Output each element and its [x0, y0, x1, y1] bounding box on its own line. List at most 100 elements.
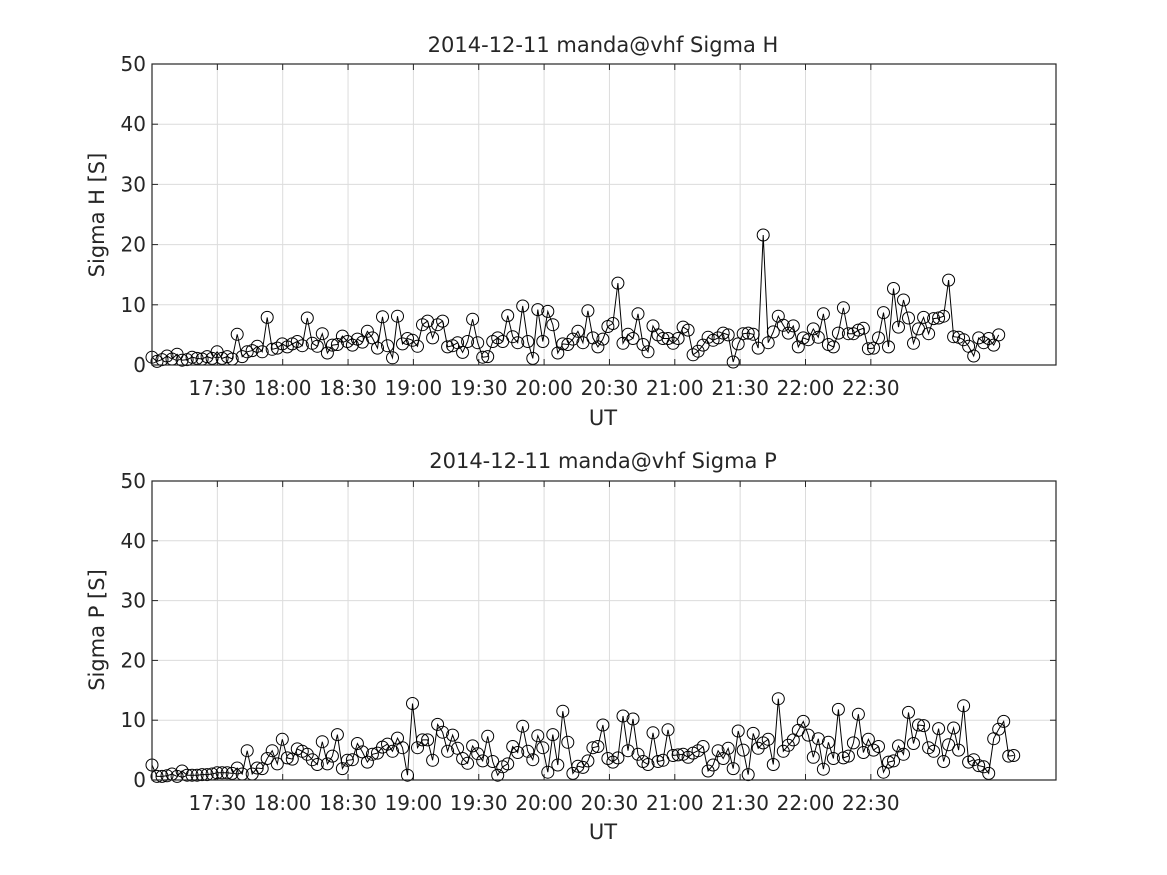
sigma-h-data-point — [877, 306, 890, 320]
sigma-p-ytick-label: 10 — [121, 708, 146, 732]
sigma-h-data-point — [245, 344, 259, 358]
sigma-p-data-point — [516, 719, 530, 733]
sigma-p-data-point — [381, 737, 394, 751]
sigma-p-data-point — [466, 739, 480, 753]
sigma-h-data-point — [932, 311, 946, 325]
sigma-p-data-point — [265, 744, 279, 758]
sigma-h-data-point — [290, 335, 304, 348]
sigma-p-data-point — [751, 741, 765, 755]
sigma-h-data-point — [315, 327, 329, 341]
sigma-p-xlabel: UT — [589, 820, 617, 844]
sigma-p-data-point — [210, 766, 224, 780]
sigma-p-data-point — [416, 733, 429, 747]
sigma-h-data-point — [381, 339, 394, 353]
sigma-h-data-point — [300, 311, 314, 325]
sigma-h-data-point — [731, 337, 745, 351]
sigma-h-data-point — [260, 310, 274, 324]
sigma-p-data-point — [641, 758, 655, 771]
sigma-p-data-point — [335, 762, 349, 776]
sigma-p-data-point — [831, 702, 845, 716]
sigma-p-xtick-label: 18:30 — [319, 791, 377, 815]
sigma-p-data-point — [305, 753, 319, 767]
sigma-h-data-point — [325, 338, 339, 352]
sigma-p-data-point — [486, 755, 500, 768]
sigma-p-data-point — [746, 726, 760, 740]
sigma-h-data-point — [746, 327, 760, 341]
sigma-p-data-point — [721, 741, 735, 755]
sigma-h-data-point — [887, 282, 900, 295]
sigma-h-data-point — [766, 325, 780, 339]
sigma-h-data-point — [230, 327, 244, 341]
sigma-h-data-point — [756, 228, 770, 242]
sigma-p-data-point — [581, 754, 595, 768]
sigma-h-ylabel: Sigma H [S] — [85, 153, 109, 278]
sigma-h-data-point — [371, 341, 384, 355]
sigma-p-data-point — [992, 722, 1006, 736]
sigma-h-data-point — [937, 309, 951, 323]
sigma-p-data-point — [841, 749, 855, 763]
sigma-h-data-point — [511, 336, 525, 350]
sigma-h-data-point — [867, 341, 880, 355]
sigma-p-data-point — [576, 760, 590, 774]
sigma-p-data-point — [616, 709, 630, 723]
sigma-p-data-point — [150, 769, 164, 783]
sigma-h-ytick-label: 50 — [121, 52, 146, 76]
sigma-h-xtick-label: 17:30 — [189, 376, 247, 400]
sigma-p-data-point — [596, 718, 610, 732]
sigma-h-data-point — [716, 326, 730, 340]
sigma-p-data-point — [626, 712, 640, 726]
sigma-p-data-point — [345, 753, 359, 767]
sigma-h-ytick-label: 0 — [133, 353, 146, 377]
sigma-p-data-point — [761, 732, 775, 746]
sigma-h-data-point — [591, 340, 605, 354]
sigma-h-data-point — [801, 333, 815, 347]
sigma-h-data-point — [175, 353, 189, 367]
sigma-p-data-point — [586, 741, 600, 755]
sigma-p-data-point — [932, 722, 946, 736]
sigma-h-data-point — [596, 332, 610, 346]
sigma-p-data-point — [280, 751, 294, 765]
sigma-p-data-point — [826, 752, 840, 765]
sigma-p-data-point — [401, 768, 414, 782]
sigma-p-data-point — [501, 757, 515, 771]
sigma-p-data-point — [185, 768, 199, 782]
sigma-h-data-point — [977, 336, 991, 350]
sigma-h-data-point — [831, 326, 845, 340]
sigma-h-data-point — [811, 330, 825, 344]
sigma-h-xtick-label: 18:30 — [319, 376, 377, 400]
sigma-h-data-point — [611, 276, 625, 290]
sigma-p-xtick-label: 19:30 — [450, 791, 508, 815]
sigma-h-data-point — [987, 338, 1001, 352]
sigma-p-data-point — [907, 737, 920, 750]
sigma-p-xtick-label: 20:30 — [581, 791, 639, 815]
sigma-h-data-point — [150, 354, 164, 368]
sigma-p-xtick-label: 21:30 — [711, 791, 769, 815]
sigma-h-data-point — [872, 331, 885, 345]
sigma-p-data-point — [1007, 749, 1021, 762]
sigma-h-data-point — [982, 332, 996, 345]
sigma-h-data-point — [421, 314, 435, 328]
sigma-p-ytick-label: 50 — [121, 469, 146, 493]
sigma-h-data-point — [456, 345, 470, 359]
sigma-h-data-point — [521, 335, 535, 348]
sigma-p-title: 2014-12-11 manda@vhf Sigma P — [429, 449, 777, 473]
sigma-h-data-point — [671, 332, 685, 345]
sigma-p-data-point — [887, 754, 900, 768]
sigma-p-data-point — [611, 751, 625, 765]
sigma-h-data-point — [310, 339, 324, 353]
sigma-p-data-point — [681, 750, 695, 764]
sigma-p-data-point — [606, 755, 620, 769]
sigma-h-data-point — [295, 339, 309, 353]
sigma-p-data-point — [160, 769, 174, 783]
sigma-h-data-point — [902, 311, 915, 325]
sigma-h-data-point — [320, 346, 334, 360]
sigma-p-data-point — [426, 753, 440, 767]
sigma-h-data-point — [836, 301, 850, 315]
sigma-p-data-point — [937, 755, 951, 768]
sigma-p-xtick-label: 20:00 — [515, 791, 573, 815]
sigma-h-data-point — [786, 319, 800, 333]
sigma-p-data-point — [846, 736, 860, 750]
sigma-h-data-point — [897, 293, 910, 307]
sigma-h-xtick-label: 20:00 — [515, 376, 573, 400]
sigma-p-data-point — [551, 758, 565, 772]
